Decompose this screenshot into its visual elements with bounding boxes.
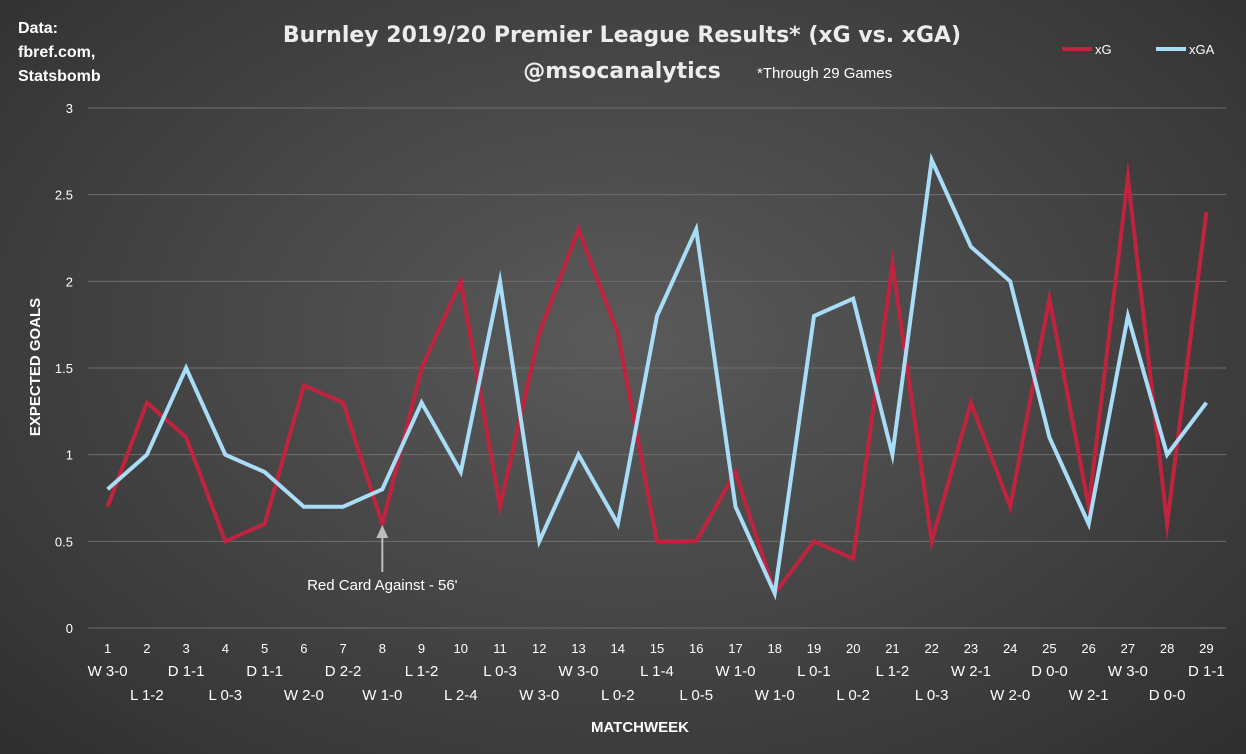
y-tick-label: 0: [66, 621, 73, 636]
y-tick-label: 1: [66, 448, 73, 463]
result-label: L 1-4: [640, 663, 674, 680]
x-tick-label: 10: [454, 641, 468, 656]
legend-label-xg: xG: [1095, 42, 1112, 57]
x-tick-label: 15: [650, 641, 664, 656]
result-label: W 3-0: [559, 663, 599, 680]
result-label: D 1-1: [1188, 663, 1225, 680]
series-line-xg: [105, 159, 1209, 598]
result-label: L 0-5: [679, 687, 713, 704]
annotation-arrowhead: [376, 525, 389, 538]
x-tick-label: 7: [339, 641, 346, 656]
result-label: L 0-1: [797, 663, 831, 680]
result-label: D 1-1: [246, 663, 283, 680]
x-tick-label: 26: [1081, 641, 1095, 656]
result-label: W 3-0: [1108, 663, 1148, 680]
result-label: L 2-4: [444, 687, 478, 704]
x-tick-labels: 1 2 3 4 5 6 7 8 9 10 11 12 13 14 15 16 17 18 19 20 21 22 23 24 2…: [104, 641, 1214, 656]
x-tick-label: 28: [1160, 641, 1174, 656]
chart-subtitle: @msocanalytics: [523, 59, 721, 84]
y-tick-labels: 0 0.5 1 1.5 2 2.5 3: [55, 101, 73, 636]
y-tick-label: 3: [66, 101, 73, 116]
result-label: L 0-3: [915, 687, 949, 704]
x-tick-label: 2: [143, 641, 150, 656]
y-tick-label: 1.5: [55, 361, 73, 376]
x-tick-label: 25: [1042, 641, 1056, 656]
result-label: W 2-1: [951, 663, 991, 680]
result-label: W 1-0: [362, 687, 402, 704]
x-tick-label: 9: [418, 641, 425, 656]
x-tick-label: 11: [493, 641, 507, 656]
annotation-text: Red Card Against - 56': [307, 577, 458, 594]
result-label: W 1-0: [715, 663, 755, 680]
x-tick-label: 12: [532, 641, 546, 656]
footnote: *Through 29 Games: [757, 65, 892, 82]
result-label: W 2-0: [990, 687, 1030, 704]
x-tick-label: 29: [1199, 641, 1213, 656]
x-tick-label: 3: [182, 641, 189, 656]
x-tick-label: 20: [846, 641, 860, 656]
series-line-xga: [106, 152, 1208, 601]
x-tick-label: 6: [300, 641, 307, 656]
x-tick-label: 8: [379, 641, 386, 656]
result-label: W 2-0: [284, 687, 324, 704]
x-axis-title: MATCHWEEK: [591, 719, 689, 736]
result-label: D 1-1: [168, 663, 205, 680]
x-tick-label: 23: [964, 641, 978, 656]
y-axis-title: EXPECTED GOALS: [27, 298, 44, 436]
y-tick-label: 0.5: [55, 534, 73, 549]
x-tick-label: 16: [689, 641, 703, 656]
result-label: D 2-2: [325, 663, 362, 680]
source-line-2: fbref.com,: [18, 44, 95, 61]
y-tick-label: 2.5: [55, 188, 73, 203]
result-label: L 0-2: [836, 687, 870, 704]
x-tick-label: 24: [1003, 641, 1017, 656]
result-label: W 2-1: [1069, 687, 1109, 704]
result-label: L 1-2: [130, 687, 164, 704]
x-tick-label: 14: [611, 641, 625, 656]
result-labels: W 3-0L 1-2D 1-1L 0-3D 1-1W 2-0D 2-2W 1-0…: [88, 663, 1225, 704]
result-label: L 1-2: [405, 663, 439, 680]
result-label: L 0-3: [483, 663, 517, 680]
x-tick-label: 13: [571, 641, 585, 656]
gridlines: [88, 107, 1226, 629]
result-label: L 0-2: [601, 687, 635, 704]
series-lines: [105, 152, 1209, 601]
result-label: W 3-0: [519, 687, 559, 704]
x-tick-label: 22: [924, 641, 938, 656]
x-tick-label: 5: [261, 641, 268, 656]
y-tick-label: 2: [66, 274, 73, 289]
x-tick-label: 18: [767, 641, 781, 656]
red-card-annotation: Red Card Against - 56': [307, 525, 458, 594]
legend: xG xGA: [1062, 42, 1215, 57]
x-tick-label: 21: [885, 641, 899, 656]
x-tick-label: 19: [807, 641, 821, 656]
result-label: W 3-0: [88, 663, 128, 680]
x-tick-label: 17: [728, 641, 742, 656]
x-tick-label: 4: [222, 641, 229, 656]
x-tick-label: 27: [1121, 641, 1135, 656]
result-label: L 1-2: [876, 663, 910, 680]
result-label: D 0-0: [1031, 663, 1068, 680]
source-line-1: Data:: [18, 20, 58, 37]
result-label: D 0-0: [1149, 687, 1186, 704]
result-label: W 1-0: [755, 687, 795, 704]
legend-label-xga: xGA: [1189, 42, 1215, 57]
source-line-3: Statsbomb: [18, 68, 101, 85]
x-tick-label: 1: [104, 641, 111, 656]
result-label: L 0-3: [209, 687, 243, 704]
chart-title: Burnley 2019/20 Premier League Results* …: [283, 23, 961, 48]
